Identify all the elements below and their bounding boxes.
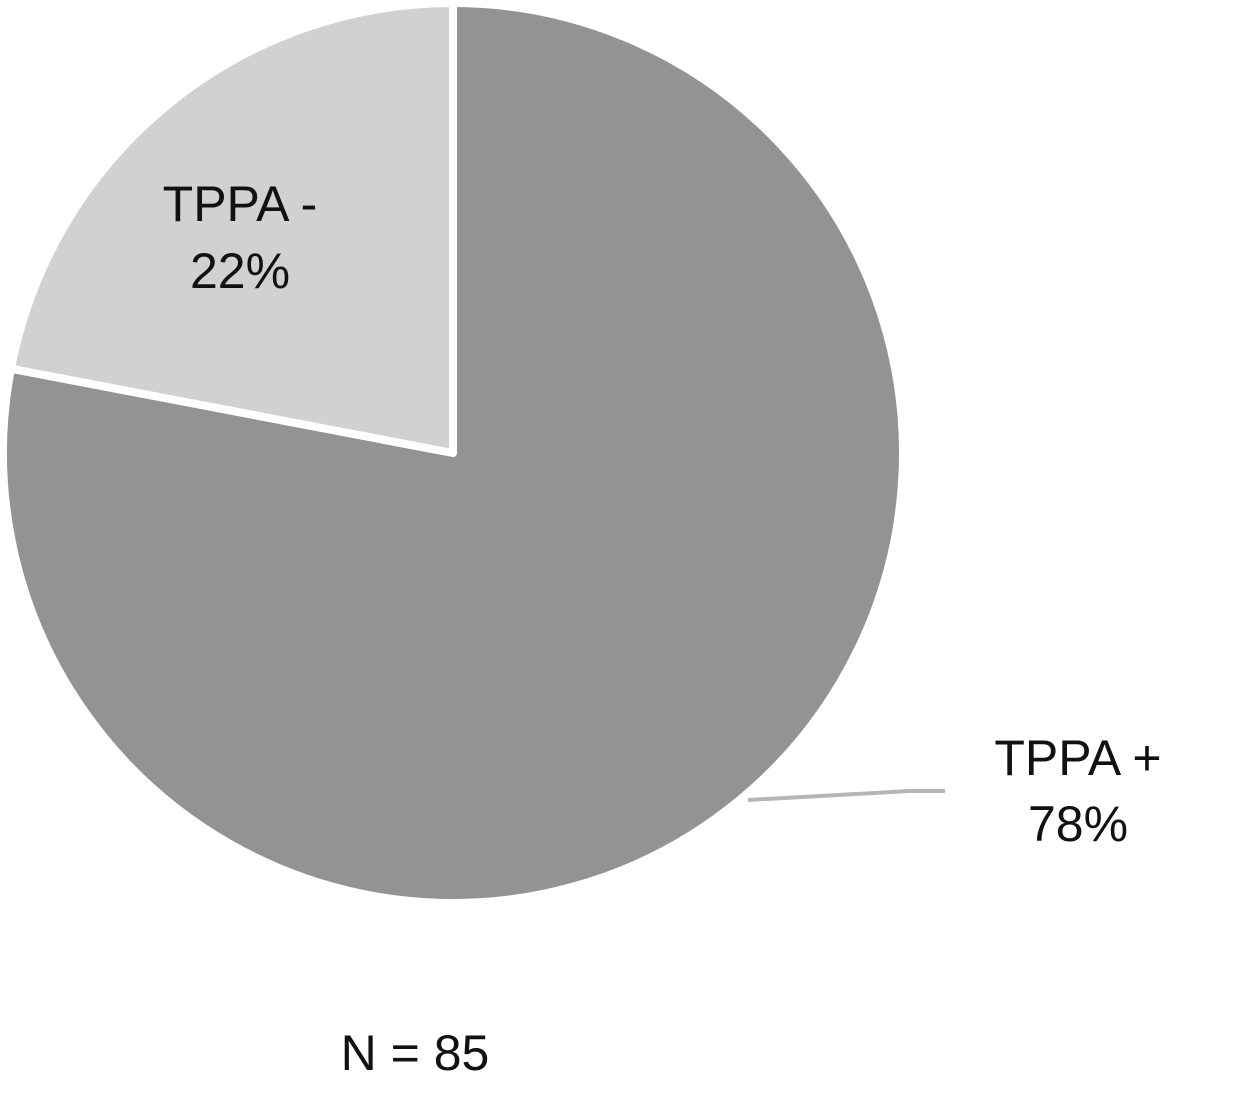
- slice-value-label: 22%: [190, 243, 290, 299]
- sample-size-note: N = 85: [341, 1025, 490, 1081]
- slice-label: TPPA +: [994, 730, 1161, 786]
- slice-label: TPPA -: [163, 176, 318, 232]
- slice-value-label: 78%: [1028, 796, 1128, 852]
- leader-line: [747, 789, 945, 802]
- pie-slice: [6, 0, 457, 457]
